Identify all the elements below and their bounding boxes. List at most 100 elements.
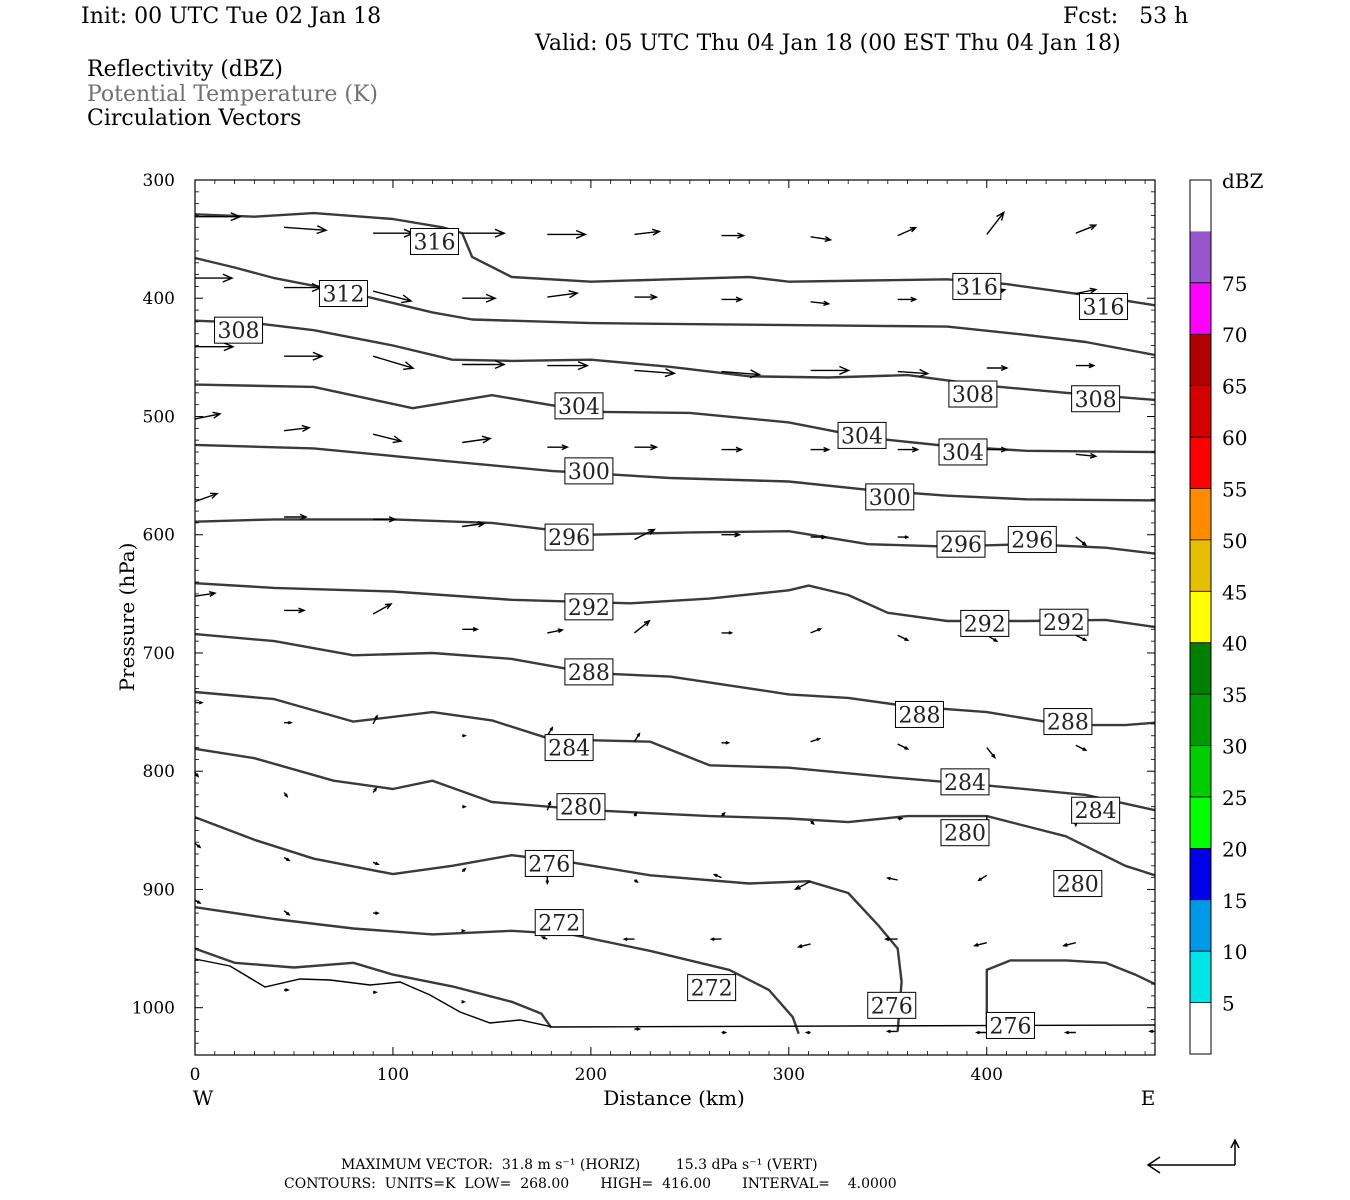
contour-line-11 <box>985 959 1156 1029</box>
colorbar-swatch-0 <box>1190 180 1211 232</box>
circulation-vector-17 <box>721 296 744 303</box>
contour-label-26: 280 <box>1053 870 1103 898</box>
circulation-vector-26 <box>547 361 590 371</box>
svg-text:284: 284 <box>548 737 590 762</box>
circulation-vector-5 <box>634 228 662 236</box>
colorbar-label-3: 20 <box>1222 837 1247 861</box>
circulation-vector-35 <box>372 433 403 444</box>
svg-text:316: 316 <box>956 275 998 300</box>
y-tick-label-1: 400 <box>143 289 175 309</box>
contour-label-24: 280 <box>556 793 606 821</box>
colorbar-label-5: 30 <box>1222 735 1247 759</box>
circulation-vector-32 <box>1075 362 1096 369</box>
contour-label-11: 300 <box>865 483 915 511</box>
contour-label-layer: 316 316 316 312 308 308 308 304 304 304 300 300 296 2… <box>214 227 1129 1039</box>
colorbar-label-12: 65 <box>1222 375 1247 399</box>
x-tick-label-0: 0 <box>190 1065 201 1085</box>
contour-label-18: 288 <box>564 658 614 686</box>
contour-label-20: 288 <box>1043 708 1093 736</box>
circulation-vector-105 <box>883 937 898 942</box>
valid-time: Valid: 05 UTC Thu 04 Jan 18 (00 EST Thu … <box>535 31 1121 56</box>
colorbar-swatch-14 <box>1190 899 1211 952</box>
circulation-vector-83 <box>897 816 904 821</box>
colorbar-title: dBZ <box>1222 169 1264 193</box>
contour-label-17: 292 <box>1039 608 1089 636</box>
contour-line-8 <box>194 690 1156 812</box>
contour-label-10: 300 <box>564 457 614 485</box>
svg-text:284: 284 <box>1075 799 1117 824</box>
svg-text:308: 308 <box>218 319 260 344</box>
colorbar-swatch-6 <box>1190 488 1211 540</box>
circulation-vector-34 <box>284 424 311 433</box>
circulation-vector-33 <box>194 411 222 420</box>
circulation-vector-47 <box>462 521 486 528</box>
colorbar-label-13: 70 <box>1222 323 1247 347</box>
circulation-vector-57 <box>547 628 565 634</box>
colorbar-swatch-13 <box>1190 848 1211 900</box>
circulation-vector-48 <box>634 528 656 541</box>
contour-label-8: 304 <box>837 421 887 449</box>
circulation-vector-116 <box>1063 1030 1076 1035</box>
contour-line-13 <box>194 947 553 1029</box>
svg-text:292: 292 <box>1043 611 1085 636</box>
circulation-vector-79 <box>546 800 552 811</box>
contour-label-3: 312 <box>318 280 368 308</box>
circulation-vector-108 <box>284 988 290 992</box>
contour-line-0 <box>194 211 1156 307</box>
contour-label-27: 276 <box>524 849 574 877</box>
plot-frame <box>194 179 1156 1056</box>
circulation-vector-0 <box>195 212 242 222</box>
y-tick-label-4: 700 <box>143 644 175 664</box>
svg-text:276: 276 <box>990 1014 1032 1039</box>
circulation-vector-80 <box>633 811 638 817</box>
circulation-vector-2 <box>373 228 415 238</box>
circulation-vector-54 <box>284 607 306 614</box>
circulation-vector-27 <box>634 368 677 378</box>
circulation-vector-30 <box>897 368 930 378</box>
contour-line-10 <box>194 816 903 1032</box>
circulation-vector-28 <box>721 369 762 379</box>
circulation-vector-64 <box>195 700 204 705</box>
circulation-vector-109 <box>373 990 378 995</box>
circulation-vector-81 <box>721 811 726 817</box>
circulation-vector-41 <box>897 446 920 453</box>
svg-text:316: 316 <box>414 230 456 255</box>
circulation-vector-9 <box>986 210 1005 235</box>
circulation-vector-25 <box>462 359 506 370</box>
colorbar-swatch-11 <box>1190 745 1211 797</box>
x-end-label-west: W <box>193 1086 214 1110</box>
circulation-vector-65 <box>284 720 293 725</box>
circulation-vector-39 <box>721 446 744 453</box>
circulation-vector-18 <box>810 300 831 306</box>
circulation-vector-70 <box>721 741 731 745</box>
circulation-vector-100 <box>461 929 466 933</box>
contour-layer <box>194 211 1156 1035</box>
svg-text:288: 288 <box>1047 711 1089 736</box>
circulation-vector-1 <box>284 225 328 235</box>
colorbar-swatch-10 <box>1190 694 1211 746</box>
circulation-vector-14 <box>462 293 497 303</box>
contour-label-7: 304 <box>554 392 604 420</box>
circulation-vector-86 <box>194 842 202 849</box>
y-tick-label-2: 500 <box>143 407 175 427</box>
x-axis-label: Distance (km) <box>603 1086 745 1110</box>
colorbar-swatch-4 <box>1190 385 1211 438</box>
circulation-vector-76 <box>283 792 289 798</box>
circulation-vector-6 <box>721 232 746 239</box>
colorbar-label-1: 10 <box>1222 940 1247 964</box>
svg-text:300: 300 <box>568 460 610 485</box>
circulation-vector-73 <box>986 747 996 760</box>
colorbar-label-0: 5 <box>1222 992 1235 1016</box>
contour-label-29: 276 <box>986 1011 1036 1039</box>
vector-layer <box>194 210 1155 1035</box>
circulation-vector-71 <box>810 737 822 743</box>
svg-text:288: 288 <box>568 661 610 686</box>
colorbar-label-10: 55 <box>1222 477 1247 501</box>
y-tick-label-6: 900 <box>143 880 175 900</box>
colorbar-label-7: 40 <box>1222 632 1247 656</box>
circulation-vector-101 <box>540 936 548 940</box>
colorbar-swatch-5 <box>1190 437 1211 489</box>
svg-text:304: 304 <box>942 441 984 466</box>
contour-line-6 <box>194 582 1156 629</box>
